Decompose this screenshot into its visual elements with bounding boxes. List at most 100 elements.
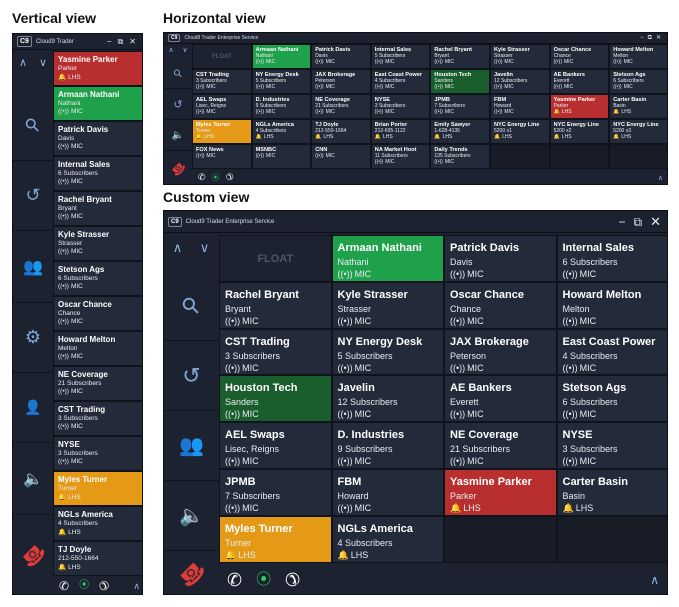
contact-tile[interactable]: Patrick Davis Davis ((•)) MIC [53,121,142,156]
contact-tile[interactable]: TJ Doyle 212-550-1664 🔔 LHS [53,541,142,576]
contact-tile[interactable]: AE Bankers Everett ((•)) MIC [444,375,557,423]
expand-up-icon[interactable]: ∧ [650,572,659,587]
contact-tile[interactable]: East Coast Power 4 Subscribers ((•)) MIC [370,69,431,94]
handset-left-icon[interactable]: ✆ [227,569,243,590]
contact-tile[interactable]: NYSE 3 Subscribers ((•)) MIC [370,94,431,119]
contact-tile[interactable]: D. Industries 9 Subscribers ((•)) MIC [331,422,444,469]
history-button[interactable]: ↺ [164,341,219,411]
volume-button[interactable]: 🔈 [164,120,192,151]
contact-tile[interactable]: Howard Melton Melton ((•)) MIC [53,331,142,366]
handset-right-icon[interactable]: ✆ [285,569,301,590]
contact-tile[interactable]: Oscar Chance Chance ((•)) MIC [53,296,142,331]
contact-tile[interactable]: NY Energy Desk 5 Subscribers ((•)) MIC [251,69,312,94]
contact-tile[interactable]: Javelin 12 Subscribers ((•)) MIC [490,69,550,94]
history-button[interactable]: ↺ [164,89,192,120]
contact-tile[interactable]: Patrick Davis Davis ((•)) MIC [311,44,371,69]
contact-tile[interactable]: Myles Turner Turner 🔔 LHS [219,515,332,563]
close-icon[interactable]: ✕ [650,214,661,229]
contact-tile[interactable]: Rachel Bryant Bryant ((•)) MIC [219,281,332,329]
contact-tile[interactable]: Stetson Ags 6 Subscribers ((•)) MIC [53,261,142,296]
contact-tile[interactable]: Brian Porter 212-605-1122 🔔 LHS [370,119,431,144]
contact-tile[interactable]: AE Bankers Everett ((•)) MIC [549,69,610,94]
contact-tile[interactable]: NE Coverage 21 Subscribers ((•)) MIC [444,422,557,469]
history-button[interactable]: ↺ [13,161,53,231]
contact-tile[interactable]: NGLs America 4 Subscribers 🔔 LHS [331,515,444,563]
contact-tile[interactable]: Myles Turner Turner 🔔 LHS [53,471,142,506]
contact-tile[interactable]: Daily Trends 135 Subscribers ((•)) MIC [430,144,490,169]
settings-button[interactable]: ⚙ [13,303,53,373]
scroll-up-button[interactable]: ∧ [164,235,191,261]
close-icon[interactable]: ✕ [655,35,661,41]
contact-tile[interactable]: FBM Howard ((•)) MIC [331,469,444,516]
contact-tile[interactable]: NGLs America 4 Subscribers 🔔 LHS [251,119,312,144]
contact-tile[interactable]: Kyle Strasser Strasser ((•)) MIC [331,281,444,329]
restore-icon[interactable]: ⧉ [117,36,124,46]
mic-icon[interactable]: ⦿ [256,571,272,588]
contact-tile[interactable]: Yasmine Parker Parker 🔔 LHS [53,51,142,86]
contact-tile[interactable]: MSNBC ((•)) MIC [251,144,312,169]
scroll-up-button[interactable]: ∧ [164,44,178,56]
contact-tile[interactable]: AEL Swaps Lisec, Reigns ((•)) MIC [219,422,332,469]
contact-tile[interactable]: JPMB 7 Subscribers ((•)) MIC [430,94,490,119]
contact-tile[interactable]: D. Industries 9 Subscribers ((•)) MIC [251,94,312,119]
handset-left-icon[interactable]: ✆ [198,172,206,182]
hangup-button[interactable]: ☎ [164,551,219,594]
contact-tile[interactable]: Kyle Strasser Strasser ((•)) MIC [490,44,550,69]
hangup-button[interactable]: ☎ [164,151,192,184]
scroll-down-button[interactable]: ∨ [191,235,218,261]
contact-tile[interactable]: Armaan Nathani Nathani ((•)) MIC [53,86,142,121]
contact-tile[interactable]: Internal Sales 6 Subscribers ((•)) MIC [556,235,667,282]
contact-tile[interactable]: Carter Basin Basin 🔔 LHS [556,469,667,516]
contact-tile[interactable]: JAX Brokerage Peterson ((•)) MIC [444,328,557,376]
scroll-down-button[interactable]: ∨ [178,44,192,56]
contact-tile[interactable]: NYC Energy Line 5200 x1 🔔 LHS [490,119,550,144]
volume-button[interactable]: 🔈 [164,481,219,551]
contact-tile[interactable]: Internal Sales 5 Subscribers ((•)) MIC [370,44,431,69]
contact-tile[interactable]: Stetson Ags 6 Subscribers ((•)) MIC [609,69,667,94]
contact-tile[interactable]: Howard Melton Melton ((•)) MIC [556,281,667,329]
search-button[interactable]: ⚲ [13,91,53,161]
contact-tile[interactable]: CNN ((•)) MIC [311,144,371,169]
contact-tile[interactable]: Yasmine Parker Parker 🔔 LHS [444,469,557,516]
float-tile[interactable]: FLOAT [192,44,252,69]
hangup-button[interactable]: ☎ [13,515,53,594]
contact-tile[interactable]: AEL Swaps Lisec, Reigns ((•)) MIC [192,94,252,119]
contact-tile[interactable]: Houston Tech Sanders ((•)) MIC [430,69,490,94]
contact-tile[interactable]: Patrick Davis Davis ((•)) MIC [444,235,557,282]
close-icon[interactable]: ✕ [129,36,136,46]
mic-icon[interactable]: ⦿ [211,172,220,182]
float-tile[interactable]: FLOAT [219,235,332,282]
contact-tile[interactable]: FOX News ((•)) MIC [192,144,252,169]
contact-tile[interactable]: Oscar Chance Chance ((•)) MIC [444,281,557,329]
contact-tile[interactable]: NE Coverage 21 Subscribers ((•)) MIC [53,366,142,401]
contact-tile[interactable]: Stetson Ags 6 Subscribers ((•)) MIC [556,375,667,423]
contact-tile[interactable]: JAX Brokerage Peterson ((•)) MIC [311,69,371,94]
contact-tile[interactable]: JPMB 7 Subscribers ((•)) MIC [219,469,332,516]
expand-up-icon[interactable]: ∧ [657,174,663,182]
contact-tile[interactable]: NA Market Hoot 11 Subscribers ((•)) MIC [370,144,431,169]
search-button[interactable]: ⚲ [164,271,219,341]
contact-tile[interactable]: Oscar Chance Chance ((•)) MIC [549,44,610,69]
search-button[interactable]: ⚲ [164,58,192,89]
contact-tile[interactable]: TJ Doyle 212-550-1664 🔔 LHS [311,119,371,144]
handset-right-icon[interactable]: ✆ [225,172,234,182]
contact-tile[interactable]: Carter Basin Basin 🔔 LHS [609,94,667,119]
contact-tile[interactable]: Kyle Strasser Strasser ((•)) MIC [53,226,142,261]
contact-tile[interactable]: NYC Energy Line 5200 x2 🔔 LHS [549,119,610,144]
contact-tile[interactable]: Howard Melton Melton ((•)) MIC [609,44,667,69]
scroll-down-button[interactable]: ∨ [33,51,53,73]
contact-tile[interactable]: Emily Sawyer 1-628-4135 🔔 LHS [430,119,490,144]
contact-tile[interactable]: Houston Tech Sanders ((•)) MIC [219,375,332,423]
mic-icon[interactable]: ⦿ [79,580,90,591]
contact-tile[interactable]: CST Trading 3 Subscribers ((•)) MIC [192,69,252,94]
handset-left-icon[interactable]: ✆ [59,579,70,593]
expand-up-icon[interactable]: ∧ [133,580,140,591]
contact-tile[interactable]: NYSE 3 Subscribers ((•)) MIC [556,422,667,469]
groups-button[interactable]: 👥 [13,231,53,303]
contact-tile[interactable]: Javelin 12 Subscribers ((•)) MIC [331,375,444,423]
contact-tile[interactable]: Yasmine Parker Parker 🔔 LHS [549,94,610,119]
contact-tile[interactable]: Armaan Nathani Nathani ((•)) MIC [331,235,444,282]
contact-tile[interactable]: NYSE 3 Subscribers ((•)) MIC [53,436,142,471]
contact-tile[interactable]: NYC Energy Line 5200 x3 🔔 LHS [609,119,667,144]
handset-right-icon[interactable]: ✆ [99,579,110,593]
